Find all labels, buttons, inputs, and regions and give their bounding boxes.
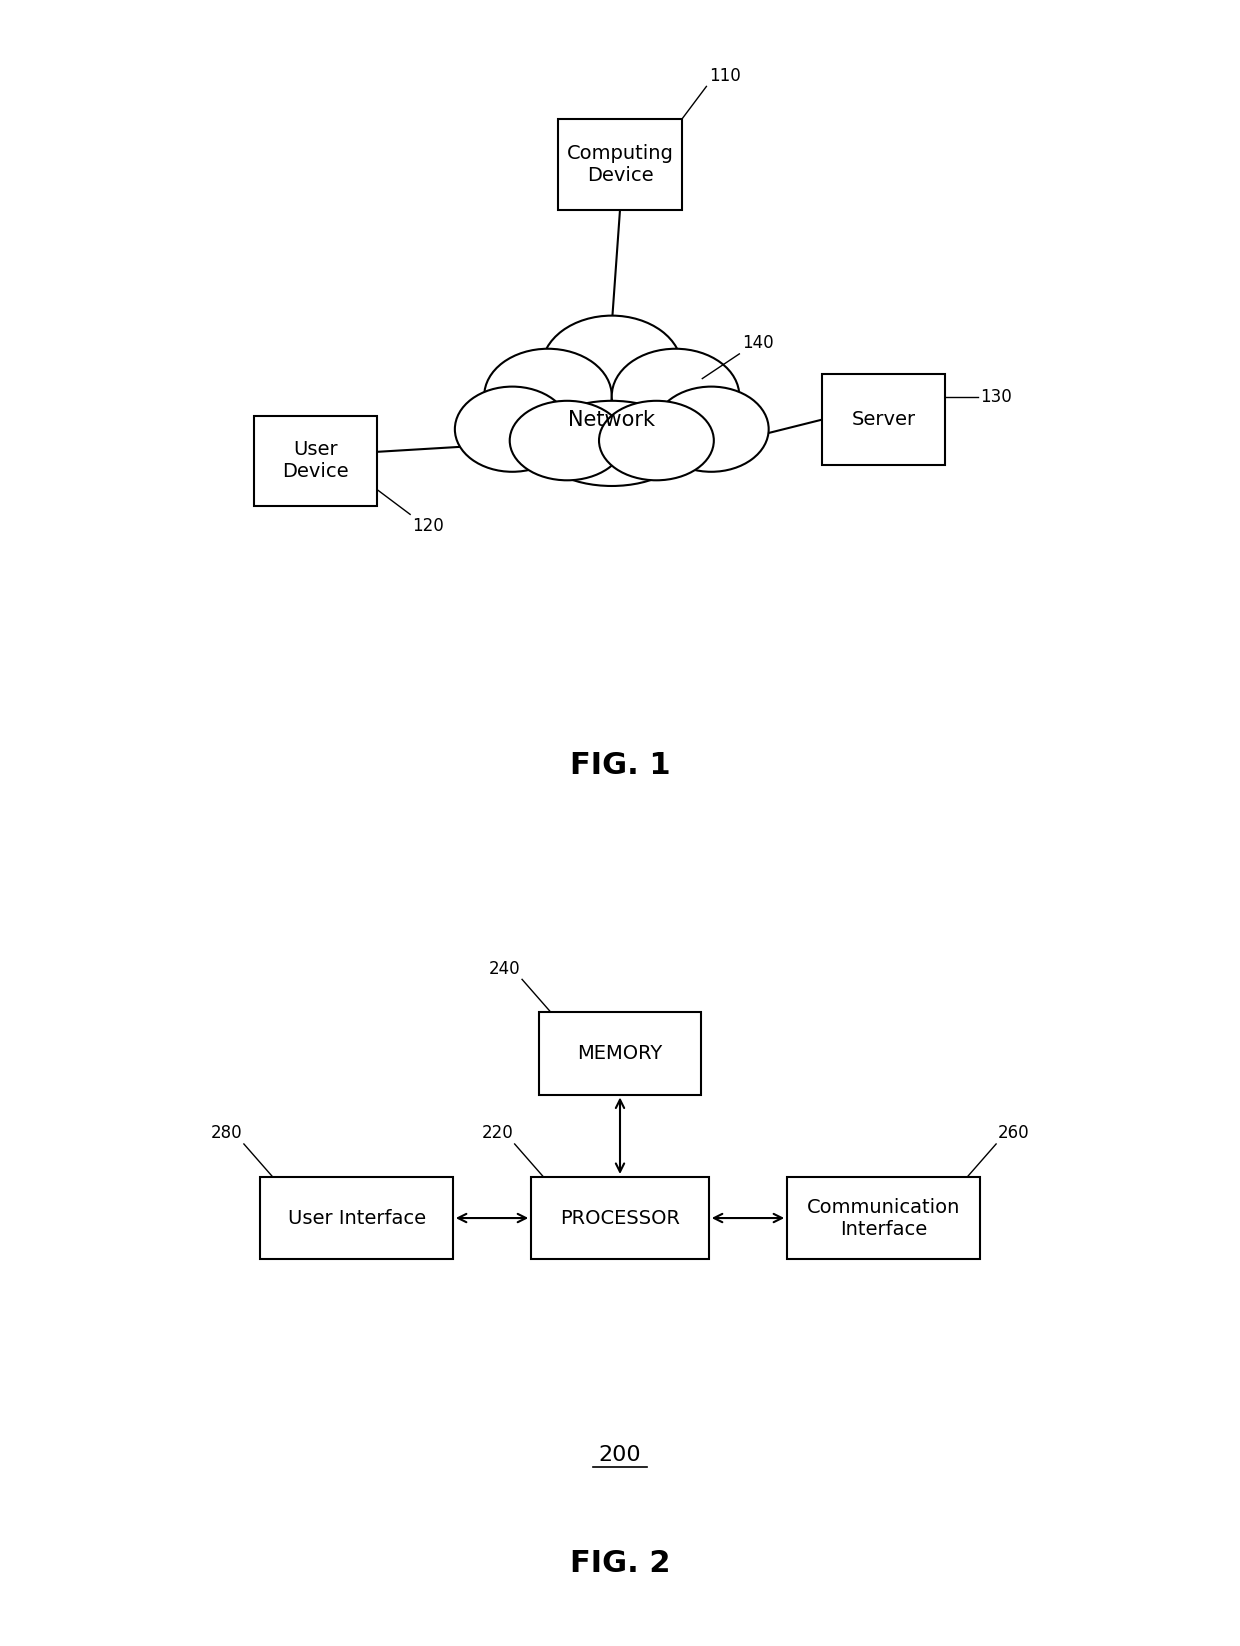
Text: FIG. 2: FIG. 2 <box>569 1549 671 1579</box>
Text: User
Device: User Device <box>283 441 348 481</box>
Text: 120: 120 <box>413 517 444 535</box>
Text: FIG. 1: FIG. 1 <box>569 751 671 780</box>
FancyBboxPatch shape <box>787 1177 980 1259</box>
FancyBboxPatch shape <box>538 1012 702 1095</box>
Text: Server: Server <box>852 410 915 430</box>
Ellipse shape <box>484 349 611 443</box>
FancyBboxPatch shape <box>558 120 682 209</box>
Text: 130: 130 <box>981 388 1012 407</box>
Text: User Interface: User Interface <box>288 1208 425 1228</box>
Ellipse shape <box>510 402 625 481</box>
Text: Communication
Interface: Communication Interface <box>807 1198 960 1238</box>
FancyBboxPatch shape <box>260 1177 453 1259</box>
Text: 260: 260 <box>998 1124 1029 1142</box>
Ellipse shape <box>599 402 714 481</box>
Text: 200: 200 <box>599 1445 641 1465</box>
Ellipse shape <box>542 316 682 420</box>
Ellipse shape <box>653 387 769 472</box>
Text: 240: 240 <box>489 960 521 978</box>
Ellipse shape <box>536 402 688 486</box>
Text: 220: 220 <box>481 1124 513 1142</box>
Text: Network: Network <box>568 410 655 430</box>
Ellipse shape <box>611 349 739 443</box>
FancyBboxPatch shape <box>531 1177 709 1259</box>
Text: 280: 280 <box>211 1124 242 1142</box>
FancyBboxPatch shape <box>822 375 945 464</box>
Ellipse shape <box>455 387 569 472</box>
Text: Computing
Device: Computing Device <box>567 145 673 184</box>
Text: PROCESSOR: PROCESSOR <box>560 1208 680 1228</box>
Text: 110: 110 <box>709 67 740 84</box>
FancyBboxPatch shape <box>254 415 377 507</box>
Text: 140: 140 <box>742 334 774 352</box>
Text: MEMORY: MEMORY <box>578 1044 662 1063</box>
